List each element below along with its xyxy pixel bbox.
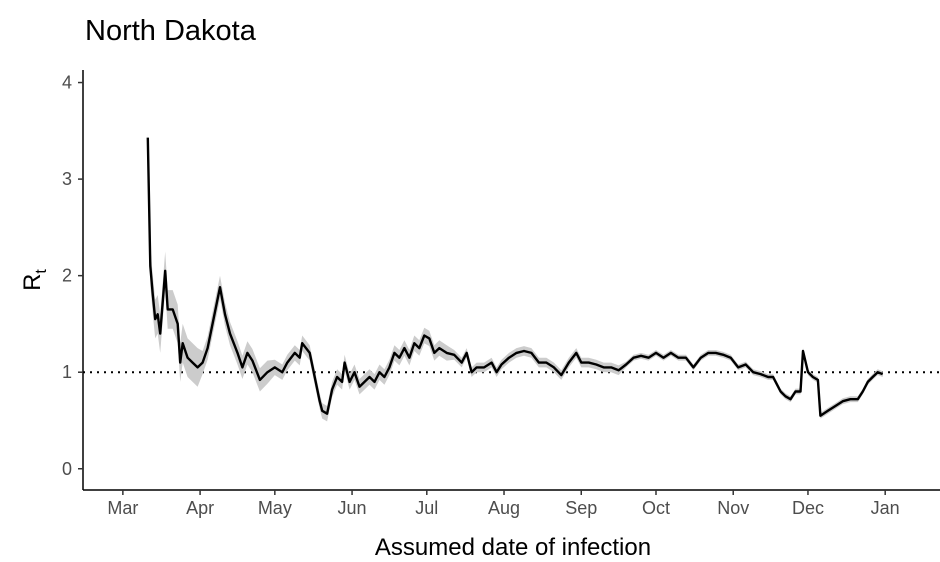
y-tick-label: 3 (62, 169, 72, 189)
y-tick-label: 2 (62, 266, 72, 286)
x-tick-label: Dec (792, 498, 824, 518)
line (146, 137, 884, 417)
y-axis-title-main: R (19, 274, 46, 291)
y-tick-label: 1 (62, 362, 72, 382)
x-axis-title: Assumed date of infection (375, 534, 651, 561)
y-tick-label: 0 (62, 459, 72, 479)
x-tick-label: Oct (642, 498, 670, 518)
x-tick-label: Jun (338, 498, 367, 518)
chart-title: North Dakota (85, 15, 257, 47)
x-tick-label: Jul (415, 498, 438, 518)
x-tick-label: Nov (717, 498, 749, 518)
y-tick-label: 4 (62, 73, 72, 93)
x-tick-label: Sep (565, 498, 597, 518)
y-axis-title: Rt (19, 269, 50, 291)
x-tick-label: Jan (871, 498, 900, 518)
y-axis-title-subscript: t (33, 269, 50, 274)
x-tick-label: May (258, 498, 292, 518)
x-tick-label: Mar (107, 498, 138, 518)
x-tick-label: Apr (186, 498, 214, 518)
x-tick-label: Aug (488, 498, 520, 518)
